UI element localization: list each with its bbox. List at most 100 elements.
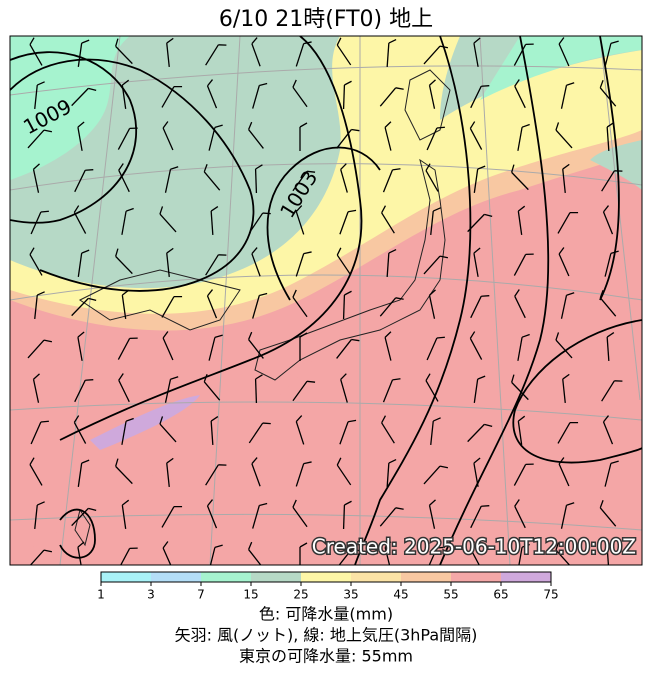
barb-shaft <box>117 128 131 150</box>
wind-barb <box>517 123 530 151</box>
barb-shaft <box>248 212 264 234</box>
barb-shaft <box>513 464 527 486</box>
barb-shaft <box>381 422 395 444</box>
wind-barb <box>295 205 305 235</box>
colorbar-tick-label: 25 <box>293 588 308 602</box>
barb-flag <box>477 165 486 170</box>
wind-barb <box>426 336 445 361</box>
wind-barb <box>210 416 219 446</box>
barb-flag <box>255 374 263 380</box>
barb-flag <box>351 548 360 552</box>
colorbar-segment <box>301 572 352 582</box>
barb-shaft <box>159 213 177 233</box>
barb-flag <box>347 419 357 423</box>
barb-shaft <box>560 85 568 109</box>
wind-barb <box>342 80 352 110</box>
barb-shaft <box>77 547 83 565</box>
barb-shaft <box>336 129 352 149</box>
barb-flag <box>569 421 579 424</box>
barb-flag <box>85 169 94 171</box>
barb-flag <box>214 544 223 548</box>
barb-flag <box>85 379 94 381</box>
barb-flag <box>610 250 619 254</box>
barb-shaft <box>379 87 397 107</box>
wind-barb <box>29 247 43 276</box>
barb-shaft <box>32 379 40 403</box>
barb-shaft <box>379 297 397 317</box>
barb-flag <box>469 541 476 549</box>
barb-shaft <box>203 171 221 191</box>
wind-barb <box>29 457 43 486</box>
wind-barb <box>118 163 130 193</box>
wind-barb <box>386 248 397 278</box>
barb-flag <box>115 38 119 47</box>
wind-barb <box>379 507 404 527</box>
barb-shaft <box>292 380 308 402</box>
wind-barb <box>560 82 575 109</box>
barb-flag <box>477 375 486 380</box>
wind-barb <box>560 502 575 529</box>
barb-flag <box>606 332 615 338</box>
map: 1009 1003 Created: 2025-06-10T12:00:00Z <box>10 36 642 565</box>
barb-flag <box>336 247 342 256</box>
wind-barb <box>251 37 261 67</box>
barb-shaft <box>206 505 218 529</box>
legend-line: 色: 可降水量(mm) <box>259 605 393 624</box>
wind-barb <box>599 290 617 317</box>
barb-flag <box>299 332 308 338</box>
barb-flag <box>469 121 476 129</box>
barb-shaft <box>602 211 614 235</box>
barb-flag <box>118 373 124 381</box>
wind-barb <box>159 416 177 443</box>
barb-flag <box>262 212 271 215</box>
wind-barb <box>162 331 174 361</box>
wind-barb <box>558 457 570 487</box>
barb-flag <box>517 205 526 212</box>
barb-flag <box>73 415 80 423</box>
wind-barb <box>161 85 183 108</box>
wind-barb <box>342 500 352 530</box>
barb-flag <box>388 248 397 254</box>
wind-barb <box>208 334 223 361</box>
wind-barb <box>74 379 94 403</box>
barb-shaft <box>517 337 523 361</box>
wind-barb <box>295 461 312 487</box>
barb-flag <box>36 81 45 86</box>
wind-barb <box>205 254 227 276</box>
barb-flag <box>259 502 268 507</box>
barb-flag <box>259 292 268 297</box>
wind-barb <box>208 124 223 151</box>
barb-flag <box>43 129 53 133</box>
barb-shaft <box>513 254 527 276</box>
barb-shaft <box>558 463 570 487</box>
barb-flag <box>115 248 119 257</box>
barb-flag <box>173 505 183 508</box>
wind-barb <box>121 79 130 109</box>
barb-flag <box>392 168 401 171</box>
barb-flag <box>511 374 515 383</box>
barb-shaft <box>248 422 264 444</box>
barb-shaft <box>295 421 305 445</box>
barb-shaft <box>562 168 566 194</box>
barb-flag <box>36 501 45 506</box>
barb-flag <box>602 205 610 213</box>
wind-barb <box>555 332 573 359</box>
barb-flag <box>521 543 530 548</box>
barb-flag <box>521 123 530 128</box>
wind-barb <box>254 164 263 194</box>
wind-barb <box>467 213 493 233</box>
wind-barb <box>299 332 308 361</box>
barb-shaft <box>467 423 485 443</box>
barb-flag <box>606 542 615 548</box>
barb-shaft <box>599 507 617 527</box>
barb-shaft <box>517 547 523 565</box>
wind-barb <box>203 374 221 401</box>
wind-barb <box>426 546 445 565</box>
barb-shaft <box>386 42 390 68</box>
barb-flag <box>436 336 445 339</box>
barb-shaft <box>248 549 264 565</box>
barb-shaft <box>428 505 436 529</box>
wind-barb <box>470 505 490 529</box>
barb-shaft <box>562 378 566 404</box>
barb-shaft <box>77 253 83 277</box>
